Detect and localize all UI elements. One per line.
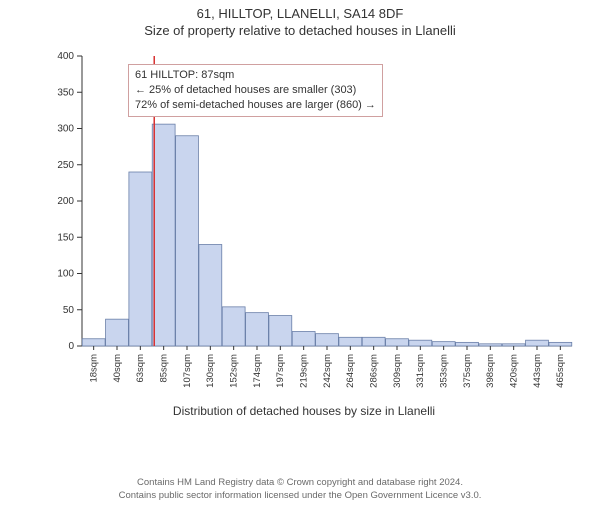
title-subtitle: Size of property relative to detached ho…	[0, 23, 600, 38]
svg-text:130sqm: 130sqm	[205, 354, 216, 388]
histogram-bar	[339, 337, 362, 346]
footer-line2: Contains public sector information licen…	[0, 490, 600, 502]
histogram-bar	[106, 319, 129, 346]
annotation-box: 61 HILLTOP: 87sqm ← 25% of detached hous…	[128, 64, 383, 117]
histogram-bar	[176, 136, 199, 346]
svg-text:286sqm: 286sqm	[369, 354, 380, 388]
histogram-bar	[152, 124, 175, 346]
svg-text:100: 100	[57, 269, 74, 280]
annotation-line1: 61 HILLTOP: 87sqm	[135, 68, 376, 83]
svg-text:353sqm: 353sqm	[439, 354, 450, 388]
svg-text:331sqm: 331sqm	[415, 354, 426, 388]
svg-text:219sqm: 219sqm	[299, 354, 310, 388]
chart-area: Number of detached properties 0501001502…	[24, 50, 584, 430]
svg-text:465sqm: 465sqm	[555, 354, 566, 388]
footer-line1: Contains HM Land Registry data © Crown c…	[0, 477, 600, 489]
svg-text:375sqm: 375sqm	[462, 354, 473, 388]
footer-credits: Contains HM Land Registry data © Crown c…	[0, 477, 600, 502]
histogram-bar	[526, 340, 549, 346]
histogram-bar	[246, 313, 269, 346]
svg-text:242sqm: 242sqm	[322, 354, 333, 388]
histogram-bar	[456, 342, 479, 346]
histogram-bar	[82, 339, 105, 346]
svg-text:85sqm: 85sqm	[159, 354, 170, 383]
svg-text:18sqm: 18sqm	[89, 354, 100, 383]
histogram-bar	[199, 245, 222, 347]
histogram-bar	[409, 340, 432, 346]
title-address: 61, HILLTOP, LLANELLI, SA14 8DF	[0, 6, 600, 21]
x-axis-label: Distribution of detached houses by size …	[24, 404, 584, 418]
svg-text:309sqm: 309sqm	[392, 354, 403, 388]
svg-text:443sqm: 443sqm	[532, 354, 543, 388]
annotation-line2: ← 25% of detached houses are smaller (30…	[135, 83, 376, 98]
svg-text:152sqm: 152sqm	[229, 354, 240, 388]
histogram-bar	[316, 334, 339, 346]
histogram-bar	[479, 344, 502, 346]
histogram-bar	[222, 307, 245, 346]
svg-text:200: 200	[57, 196, 74, 207]
svg-text:420sqm: 420sqm	[509, 354, 520, 388]
annotation-line3: 72% of semi-detached houses are larger (…	[135, 98, 376, 113]
histogram-bar	[362, 337, 385, 346]
svg-text:0: 0	[68, 341, 74, 352]
svg-text:250: 250	[57, 160, 74, 171]
svg-text:174sqm: 174sqm	[252, 354, 263, 388]
svg-text:150: 150	[57, 232, 74, 243]
svg-text:264sqm: 264sqm	[345, 354, 356, 388]
svg-text:107sqm: 107sqm	[182, 354, 193, 388]
histogram-bar	[292, 332, 315, 347]
svg-text:400: 400	[57, 51, 74, 62]
histogram-bar	[549, 342, 572, 346]
histogram-bar	[502, 344, 525, 346]
svg-text:40sqm: 40sqm	[112, 354, 123, 383]
svg-text:300: 300	[57, 124, 74, 135]
histogram-bar	[129, 172, 152, 346]
histogram-bar	[432, 342, 455, 346]
svg-text:50: 50	[63, 305, 75, 316]
svg-text:398sqm: 398sqm	[485, 354, 496, 388]
svg-text:350: 350	[57, 87, 74, 98]
svg-text:63sqm: 63sqm	[135, 354, 146, 383]
histogram-bar	[269, 316, 292, 346]
svg-text:197sqm: 197sqm	[275, 354, 286, 388]
histogram-bar	[386, 339, 409, 346]
